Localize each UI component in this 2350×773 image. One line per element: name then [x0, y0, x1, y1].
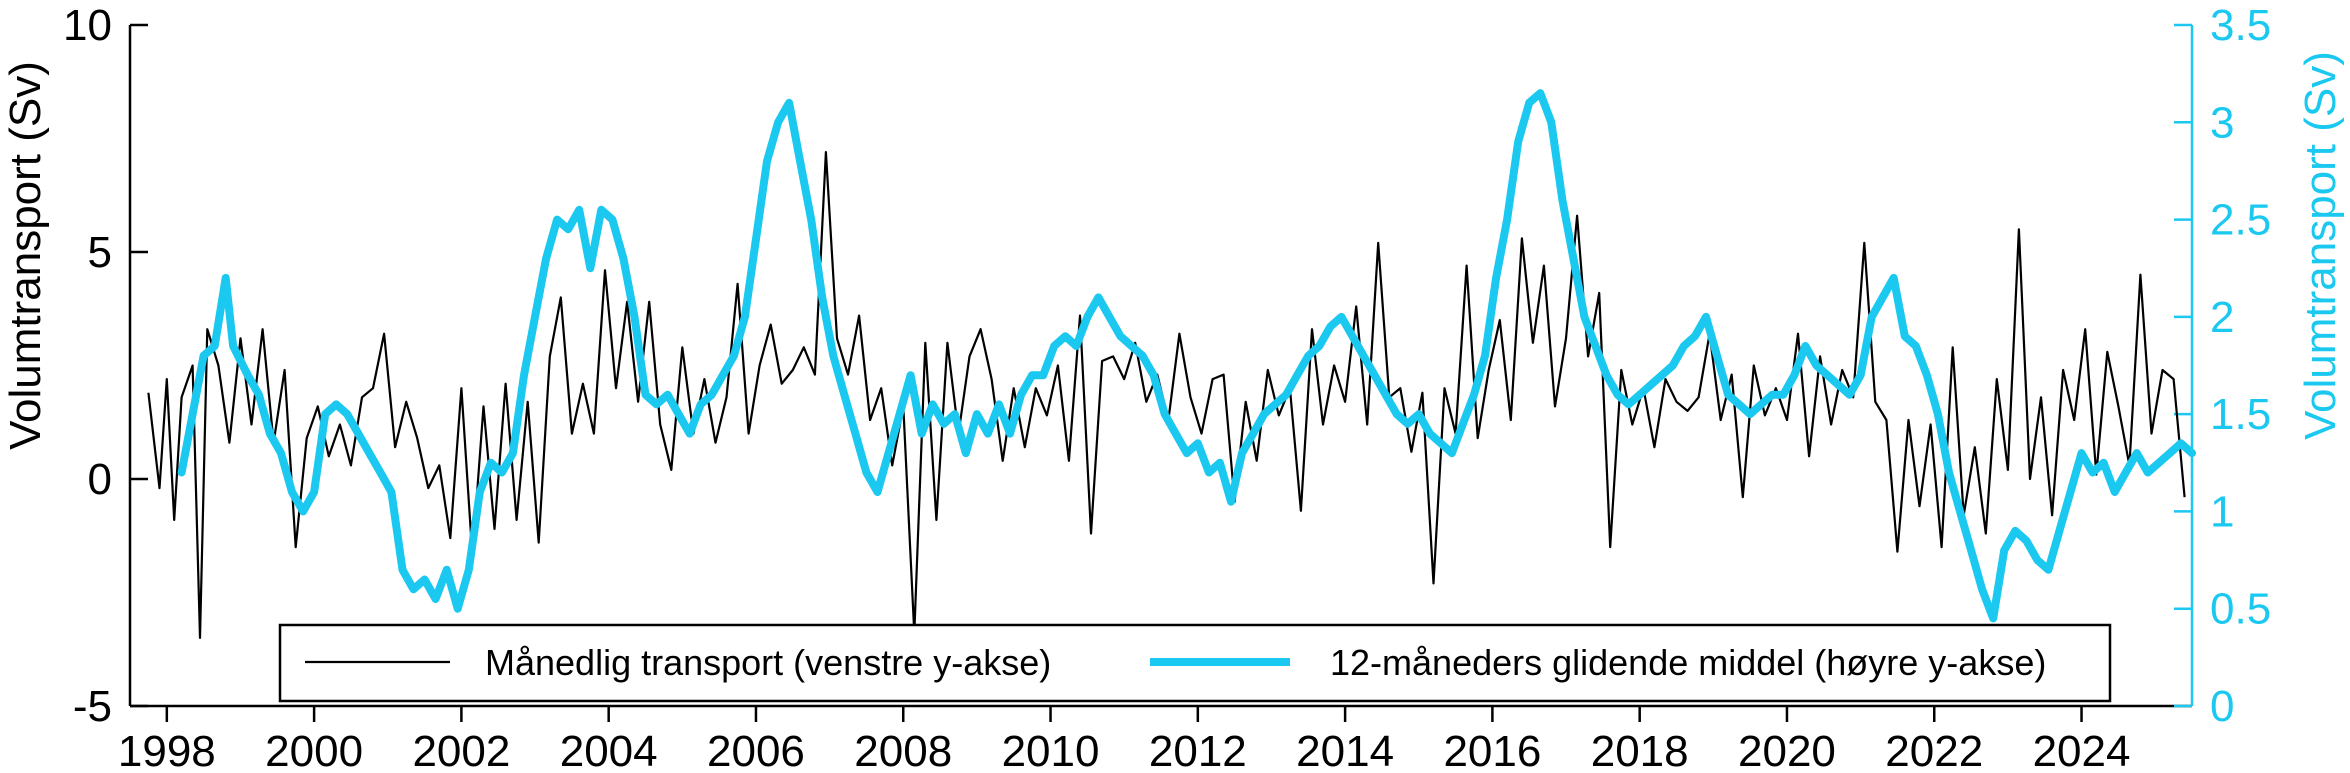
y-right-tick-label: 0 [2210, 682, 2234, 731]
y-left-tick-label: 10 [63, 1, 112, 50]
y-axis-right-title: Volumtransport (Sv) [2296, 51, 2345, 440]
x-tick-label: 2014 [1296, 727, 1394, 773]
x-tick-label: 2024 [2033, 727, 2131, 773]
x-tick-label: 2010 [1002, 727, 1100, 773]
y-right-tick-label: 3 [2210, 98, 2234, 147]
x-tick-label: 2000 [265, 727, 363, 773]
legend: Månedlig transport (venstre y-akse) 12-m… [278, 623, 2112, 703]
y-right-tick-label: 2.5 [2210, 196, 2271, 245]
y-left-tick-label: 5 [88, 228, 112, 277]
legend-label-monthly: Månedlig transport (venstre y-akse) [485, 642, 1051, 683]
x-tick-label: 2016 [1443, 727, 1541, 773]
x-tick-label: 1998 [118, 727, 216, 773]
y-left-tick-label: 0 [88, 455, 112, 504]
y-right-tick-label: 2 [2210, 293, 2234, 342]
y-right-tick-label: 0.5 [2210, 585, 2271, 634]
series-line-rolling-mean [177, 89, 2196, 623]
x-tick-label: 2018 [1591, 727, 1689, 773]
legend-label-rolling-mean: 12-måneders glidende middel (høyre y-aks… [1330, 642, 2046, 683]
x-tick-label: 2006 [707, 727, 805, 773]
axes: -5 0 5 10 0 0.5 1 1.5 2 2.5 3 3.5 1998 2000 2002 2004 20… [63, 1, 2271, 773]
x-tick-label: 2020 [1738, 727, 1836, 773]
x-tick-label: 2012 [1149, 727, 1247, 773]
y-axis-left-title: Volumtransport (Sv) [1, 61, 50, 450]
y-right-tick-label: 3.5 [2210, 1, 2271, 50]
series-line-monthly [147, 151, 2186, 639]
x-tick-label: 2008 [854, 727, 952, 773]
y-right-tick-label: 1 [2210, 487, 2234, 536]
y-left-tick-label: -5 [73, 682, 112, 731]
x-tick-label: 2002 [412, 727, 510, 773]
y-right-tick-label: 1.5 [2210, 390, 2271, 439]
x-tick-label: 2022 [1885, 727, 1983, 773]
series-layer [147, 89, 2196, 639]
x-tick-label: 2004 [560, 727, 658, 773]
